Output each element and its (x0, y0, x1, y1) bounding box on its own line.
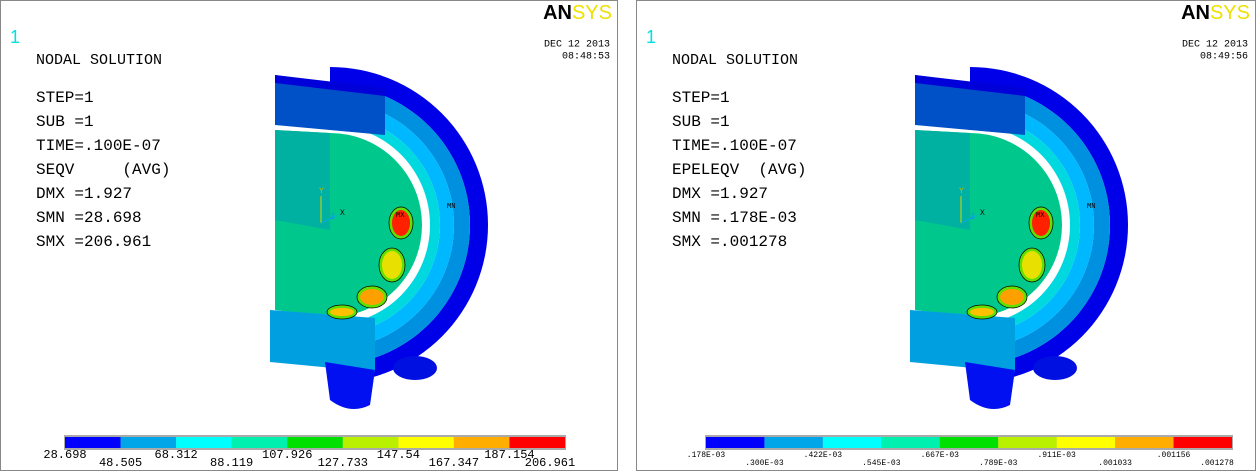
model-face (915, 130, 970, 230)
triad-y: Y (959, 187, 964, 196)
legend-label: .422E-03 (804, 451, 843, 460)
triad-y: Y (319, 187, 324, 196)
legend-label: .300E-03 (745, 459, 784, 468)
info-line: SUB =1 (36, 113, 94, 131)
legend-label: 68.312 (155, 448, 198, 462)
hotspot (330, 308, 354, 316)
legend-band (823, 437, 881, 448)
hotspot (1000, 289, 1024, 305)
legend-band (343, 437, 399, 448)
legend-band (1115, 437, 1173, 448)
info-line: STEP=1 (36, 89, 94, 107)
legend-band (1057, 437, 1115, 448)
legend-band (65, 437, 121, 448)
info-line: DMX =1.927 (672, 185, 768, 203)
model-face (275, 130, 330, 230)
legend-band (232, 437, 288, 448)
triad-z: Z (970, 213, 975, 222)
model-stem (393, 356, 437, 380)
info-line: STEP=1 (672, 89, 730, 107)
info-line: EPELEQV (AVG) (672, 161, 806, 179)
legend-label: 48.505 (99, 456, 142, 470)
legend-band (998, 437, 1056, 448)
legend-label: .911E-03 (1037, 451, 1076, 460)
legend-band (398, 437, 454, 448)
time: 08:49:56 (1200, 52, 1248, 63)
logo-sys: SYS (572, 2, 612, 24)
legend-band (509, 437, 565, 448)
mn-label: MN (447, 203, 455, 211)
triad-z: Z (330, 213, 335, 222)
info-line: SMN =28.698 (36, 209, 142, 227)
mn-label: MN (1087, 203, 1095, 211)
triad-x: X (340, 209, 345, 218)
info-line: SMX =.001278 (672, 233, 787, 251)
window-number: 1 (10, 27, 20, 47)
legend-label: .667E-03 (921, 451, 960, 460)
legend-label: .789E-03 (979, 459, 1018, 468)
date: DEC 12 2013 (544, 40, 610, 51)
hotspot (970, 308, 994, 316)
hotspot (382, 251, 402, 279)
mx-label: MX (1036, 212, 1045, 220)
legend-band (764, 437, 822, 448)
page: 1ANSYSDEC 12 201308:48:53NODAL SOLUTIONS… (0, 0, 1256, 471)
legend-band (176, 437, 232, 448)
hotspot (1022, 251, 1042, 279)
date: DEC 12 2013 (1182, 40, 1248, 51)
legend-label: .178E-03 (687, 451, 726, 460)
legend-band (287, 437, 343, 448)
model-bottom (270, 310, 375, 372)
legend-label: 206.961 (525, 456, 575, 470)
legend-band (706, 437, 764, 448)
logo-sys: SYS (1210, 2, 1250, 24)
legend-label: 28.698 (43, 448, 86, 462)
logo-an: AN (543, 2, 572, 24)
legend-label: .001156 (1157, 451, 1191, 460)
legend-band (454, 437, 510, 448)
logo: ANSYS (1181, 2, 1250, 24)
info-line: DMX =1.927 (36, 185, 132, 203)
title: NODAL SOLUTION (672, 52, 798, 69)
info-line: SMX =206.961 (36, 233, 151, 251)
legend-band (940, 437, 998, 448)
legend-label: 167.347 (429, 456, 479, 470)
legend-label: .001278 (1200, 459, 1234, 468)
hotspot (360, 289, 384, 305)
title: NODAL SOLUTION (36, 52, 162, 69)
legend-label: .545E-03 (862, 459, 901, 468)
info-line: SMN =.178E-03 (672, 209, 797, 227)
model-stem (1033, 356, 1077, 380)
window-number: 1 (646, 27, 656, 47)
legend-label: 107.926 (262, 448, 312, 462)
info-line: TIME=.100E-07 (672, 137, 797, 155)
model-bottom (910, 310, 1015, 372)
mx-label: MX (396, 212, 405, 220)
legend-label: 147.54 (377, 448, 420, 462)
info-line: SEQV (AVG) (36, 161, 170, 179)
legend-label: .001033 (1098, 459, 1132, 468)
info-line: TIME=.100E-07 (36, 137, 161, 155)
logo-an: AN (1181, 2, 1210, 24)
legend-band (881, 437, 939, 448)
legend-band (1174, 437, 1232, 448)
legend-label: 88.119 (210, 456, 253, 470)
triad-x: X (980, 209, 985, 218)
logo: ANSYS (543, 2, 612, 24)
time: 08:48:53 (562, 52, 610, 63)
info-line: SUB =1 (672, 113, 730, 131)
legend-label: 127.733 (318, 456, 368, 470)
legend-band (121, 437, 177, 448)
